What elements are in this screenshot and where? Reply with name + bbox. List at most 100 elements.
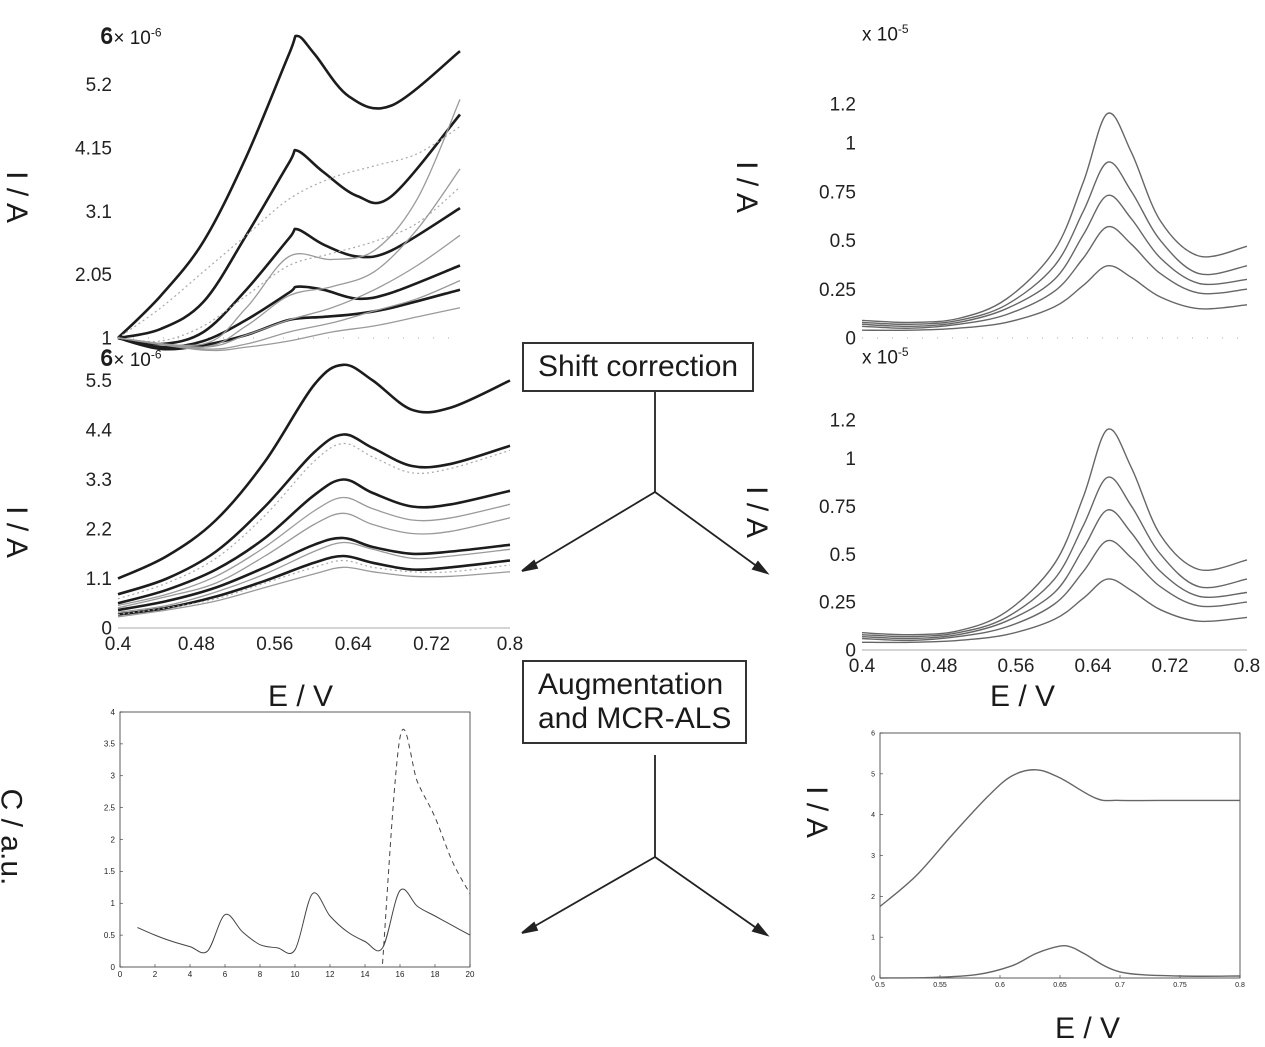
multiplier-shifted-top-tick: 6 [100,345,114,372]
series-line-4 [861,539,1248,642]
y-tick-label: 6 [101,27,112,48]
ylabel-pure-spectra: I / A [799,786,833,838]
x-tick-label: 18 [431,970,440,979]
arrow-left-top [527,491,656,569]
y-tick-label: 0.25 [819,593,856,614]
x-tick-label: 10 [291,970,300,979]
y-tick-label: 3.3 [86,470,112,491]
series-line-2 [879,944,1241,979]
multiplier-top-right-exp: -5 [897,22,909,36]
y-tick-label: 2.05 [75,265,112,286]
series-line-10 [117,566,511,618]
y-tick-label: 0 [845,641,856,662]
x-tick-label: 0.56 [998,656,1035,677]
multiplier-shifted: 6× 10-6 [100,345,162,372]
series-line-5 [861,265,1248,332]
arrowhead-left-bottom [521,921,539,934]
y-tick-label: 4.4 [86,421,113,442]
x-tick-label: 0.48 [921,656,958,677]
flow-arrows [521,392,770,937]
y-tick-label: 3 [111,772,116,781]
x-tick-label: 0.56 [256,634,293,655]
multiplier-raw-exp: -6 [150,25,162,40]
y-tick-label: 1.2 [830,94,856,115]
y-tick-label: 4 [111,708,116,717]
y-tick-label: 1.2 [830,411,856,432]
x-tick-label: 0.4 [105,634,132,655]
series-line-8 [117,512,511,609]
series-line-11 [117,280,461,350]
arrow-right-top [654,491,763,571]
series-line-5 [117,554,511,616]
chart-raw-voltammograms: 1 2.05 3.1 4.15 5.2 6 [75,27,461,352]
x-tick-label: 0.8 [1235,982,1245,989]
x-tick-label: 20 [466,970,475,979]
augmentation-box: Augmentation and MCR-ALS [522,660,748,744]
series-line-6 [117,126,461,339]
series-line-9 [117,541,511,613]
series-line-3 [861,194,1248,328]
y-tick-label: 3 [871,853,875,860]
y-tick-label: 1 [111,899,116,908]
xlabel-pure-spectra: E / V [1055,1012,1121,1045]
x-tick-label: 0.5 [875,982,885,989]
plot-frame [119,711,471,968]
x-tick-label: 16 [396,970,405,979]
chart-middle-right: 0 0.25 0.5 0.75 1 1.2 0.4 0.48 0.56 0.64 0.72 0.8 [819,411,1260,677]
arrowhead-right-top [751,560,770,575]
x-tick-label: 8 [258,970,263,979]
augmentation-label-line1: Augmentation [538,668,724,701]
series-line-8 [117,99,461,347]
chart-shift-corrected: 0 1.1 2.2 3.3 4.4 5.56 0.4 0.48 0.56 0.64 0.72 0.8 [86,349,524,655]
series-line-2 [861,476,1248,638]
arrow-left-bottom [527,856,656,931]
y-tick-label: 1 [845,449,856,470]
y-tick-label: 2 [111,835,116,844]
y-tick-label: 0 [845,329,856,350]
series-line-1 [137,888,471,954]
x-tick-label: 0.8 [1234,656,1260,677]
y-tick-label: 0.5 [104,931,116,940]
multiplier-middle-right-exp: -5 [897,345,909,359]
x-tick-label: 0.72 [413,634,450,655]
y-tick-label: 6 [101,349,112,370]
y-tick-label: 5 [871,771,875,778]
y-tick-label: 0 [871,975,875,982]
x-tick-label: 2 [153,970,158,979]
x-tick-label: 0.48 [178,634,215,655]
series-line-3 [117,478,511,605]
y-tick-label: 5.2 [86,75,112,96]
y-tick-label: 0 [101,619,112,640]
series-line-12 [117,307,461,352]
series-line-2 [117,113,461,340]
x-tick-label: 0 [118,970,123,979]
shift-correction-label: Shift correction [538,350,739,383]
chart-top-right: 0 0.25 0.5 0.75 1 1.2 [819,94,1248,350]
y-tick-label: 1 [845,133,856,154]
x-tick-label: 6 [223,970,228,979]
series-line-4 [861,225,1248,329]
x-tick-label: 0.75 [1173,982,1187,989]
x-tick-label: 0.7 [1115,982,1125,989]
series-line-7 [117,496,511,607]
multiplier-raw: 6× 10-6 [100,23,162,50]
ylabel-raw: I / A [0,171,33,223]
series-line-7 [117,186,461,343]
x-tick-label: 0.8 [497,634,523,655]
x-tick-label: 0.6 [995,982,1005,989]
x-tick-label: 0.64 [335,634,372,655]
y-tick-label: 4 [871,812,875,819]
series-line-1 [117,34,461,339]
y-tick-label: 2.5 [104,803,116,812]
series-line-1 [861,428,1248,636]
xlabel-middle-right: E / V [990,680,1056,713]
arrowhead-right-bottom [751,922,770,937]
series-line-3 [861,509,1248,640]
ylabel-shifted: I / A [0,506,33,558]
multiplier-middle-right: x 10-5 [862,345,909,369]
y-tick-label: 1.1 [86,569,112,590]
series-line-10 [117,234,461,348]
series-line-11 [117,559,511,616]
y-tick-label: 0.25 [819,280,856,301]
ylabel-middle-right: I / A [739,486,773,538]
